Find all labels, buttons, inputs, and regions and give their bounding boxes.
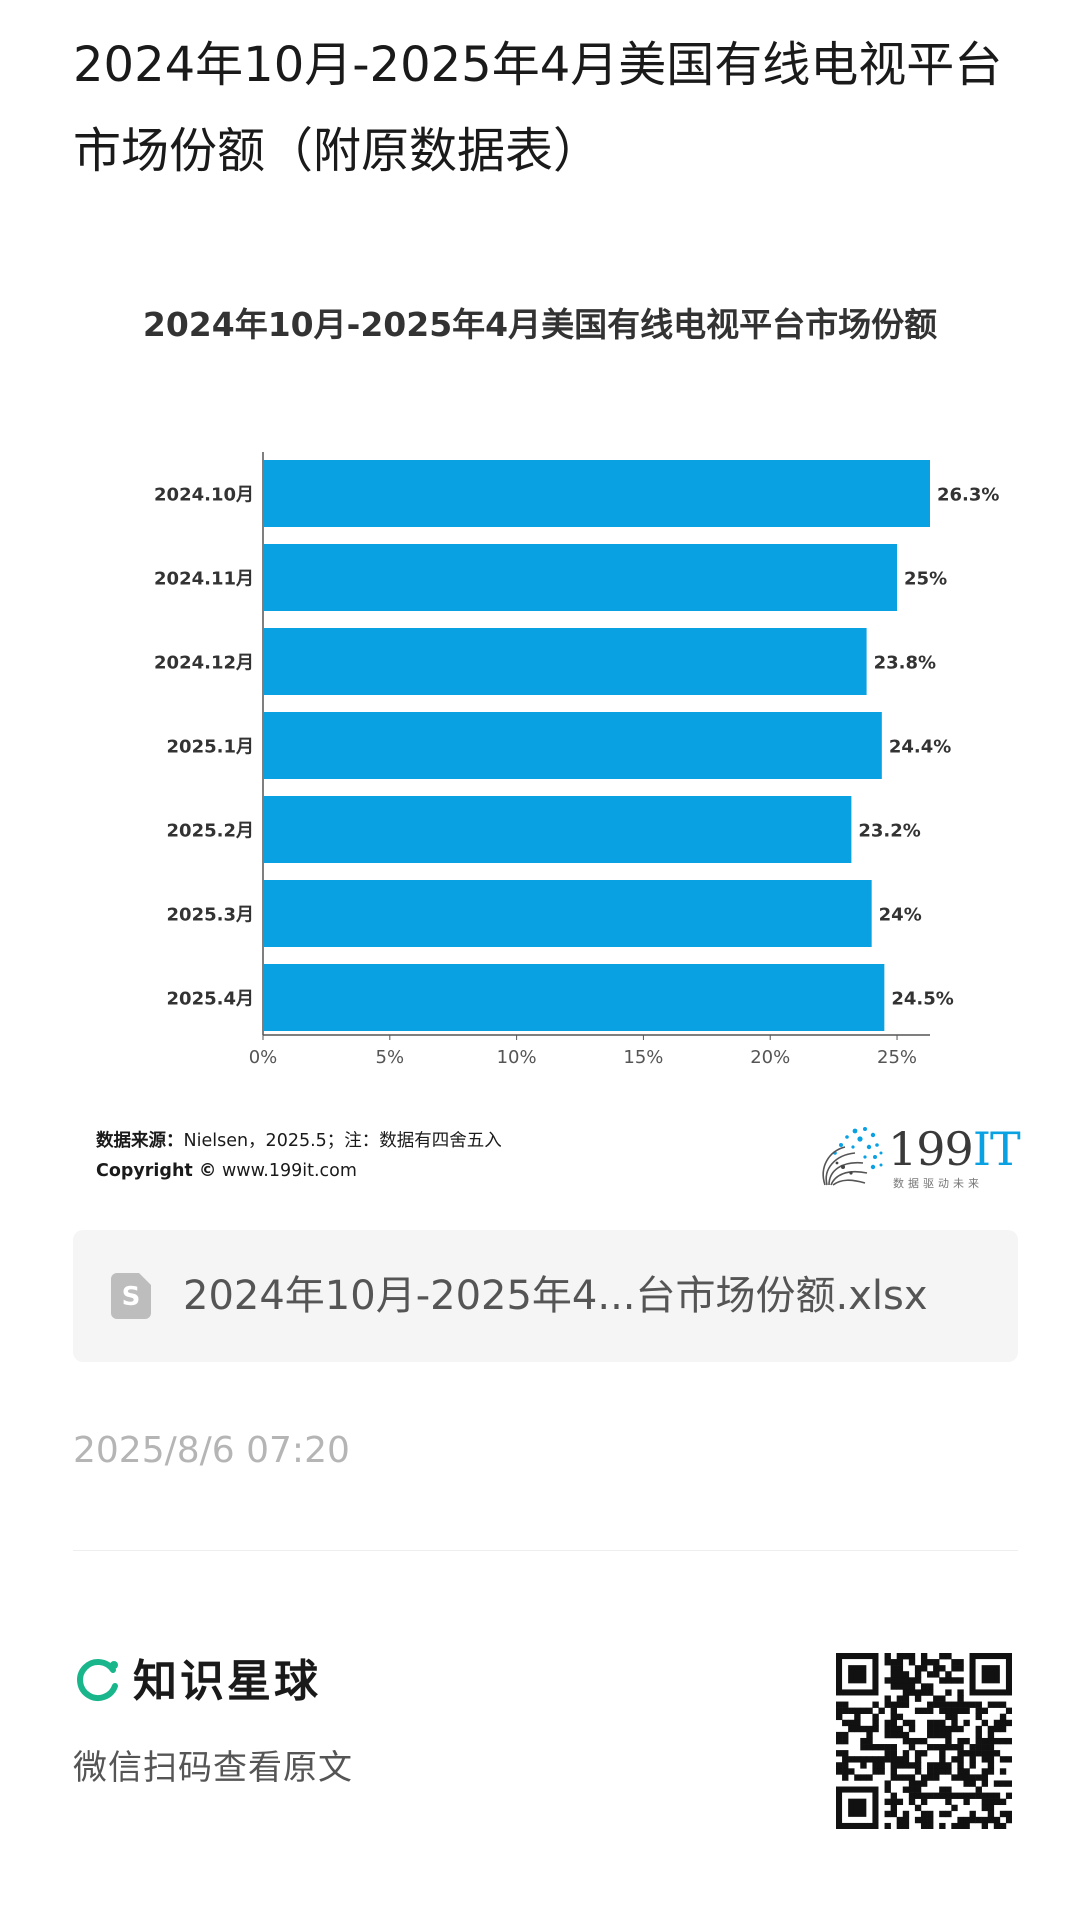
logo-tagline: 数据驱动未来 — [893, 1177, 983, 1190]
bar-0 — [263, 460, 930, 527]
199it-logo: 199IT 数据驱动未来 — [815, 1123, 1021, 1193]
brand-name: 知识星球 — [133, 1656, 321, 1707]
data-label-5: 24% — [879, 905, 922, 926]
category-label-6: 2025.4月 — [167, 989, 254, 1010]
brand-subtitle: 微信扫码查看原文 — [73, 1748, 353, 1788]
bar-1 — [263, 544, 898, 611]
x-tick-label-0: 0% — [249, 1047, 278, 1068]
data-label-3: 24.4% — [889, 737, 951, 758]
x-tick-label-5: 25% — [877, 1047, 917, 1068]
x-tick-label-2: 10% — [497, 1047, 537, 1068]
spreadsheet-file-icon: S — [111, 1273, 151, 1319]
data-label-6: 24.5% — [891, 989, 953, 1010]
bar-2 — [263, 628, 867, 695]
category-label-1: 2024.11月 — [154, 569, 254, 590]
qr-code[interactable] — [836, 1653, 1012, 1829]
zsxq-logo-icon — [77, 1659, 118, 1701]
x-tick-label-3: 15% — [623, 1047, 663, 1068]
category-label-2: 2024.12月 — [154, 653, 254, 674]
bar-3 — [263, 712, 882, 779]
category-label-4: 2025.2月 — [167, 821, 254, 842]
bar-6 — [263, 964, 885, 1031]
data-label-2: 23.8% — [874, 653, 936, 674]
data-label-1: 25% — [904, 569, 947, 590]
data-label-4: 23.2% — [858, 821, 920, 842]
bar-4 — [263, 796, 852, 863]
chart-title: 2024年10月-2025年4月美国有线电视平台市场份额 — [142, 305, 938, 344]
attachment-file-card[interactable]: S 2024年10月-2025年4...台市场份额.xlsx — [73, 1230, 1018, 1362]
category-label-5: 2025.3月 — [167, 905, 254, 926]
category-label-0: 2024.10月 — [154, 485, 254, 506]
source-label: 数据来源： — [96, 1131, 184, 1151]
logo-text: 199IT — [888, 1122, 1021, 1176]
page-title: 2024年10月-2025年4月美国有线电视平台市场份额（附原数据表） — [73, 37, 1003, 179]
post-timestamp: 2025/8/6 07:20 — [73, 1430, 350, 1471]
source-text: Nielsen，2025.5；注：数据有四舍五入 — [183, 1131, 502, 1151]
copyright-label: Copyright © — [96, 1161, 217, 1181]
bar-chart: 2024.10月 26.3% 2024.11月 25% 2024.12月 23.8% 202… — [154, 452, 999, 1068]
attachment-file-name[interactable]: 2024年10月-2025年4...台市场份额.xlsx — [183, 1273, 928, 1319]
source-note: 数据来源：Nielsen，2025.5；注：数据有四舍五入 Copyright … — [96, 1126, 502, 1186]
copyright-url: www.199it.com — [221, 1161, 357, 1181]
data-label-0: 26.3% — [937, 485, 999, 506]
x-tick-label-1: 5% — [376, 1047, 405, 1068]
x-tick-label-4: 20% — [750, 1047, 790, 1068]
bar-5 — [263, 880, 872, 947]
category-label-3: 2025.1月 — [167, 737, 254, 758]
divider — [73, 1550, 1018, 1551]
logo-dandelion-icon — [822, 1127, 883, 1186]
